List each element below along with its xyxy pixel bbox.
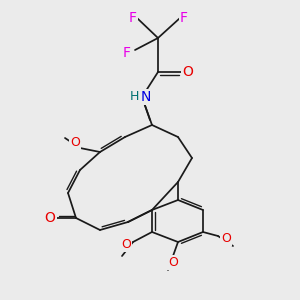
Text: F: F <box>180 11 188 25</box>
Text: N: N <box>141 90 151 104</box>
Text: O: O <box>183 65 194 79</box>
Text: O: O <box>221 232 231 244</box>
Text: O: O <box>70 136 80 149</box>
Text: O: O <box>121 238 131 250</box>
Text: F: F <box>129 11 137 25</box>
Text: H: H <box>129 91 139 103</box>
Text: F: F <box>123 46 131 60</box>
Text: O: O <box>168 256 178 268</box>
Text: O: O <box>45 211 56 225</box>
